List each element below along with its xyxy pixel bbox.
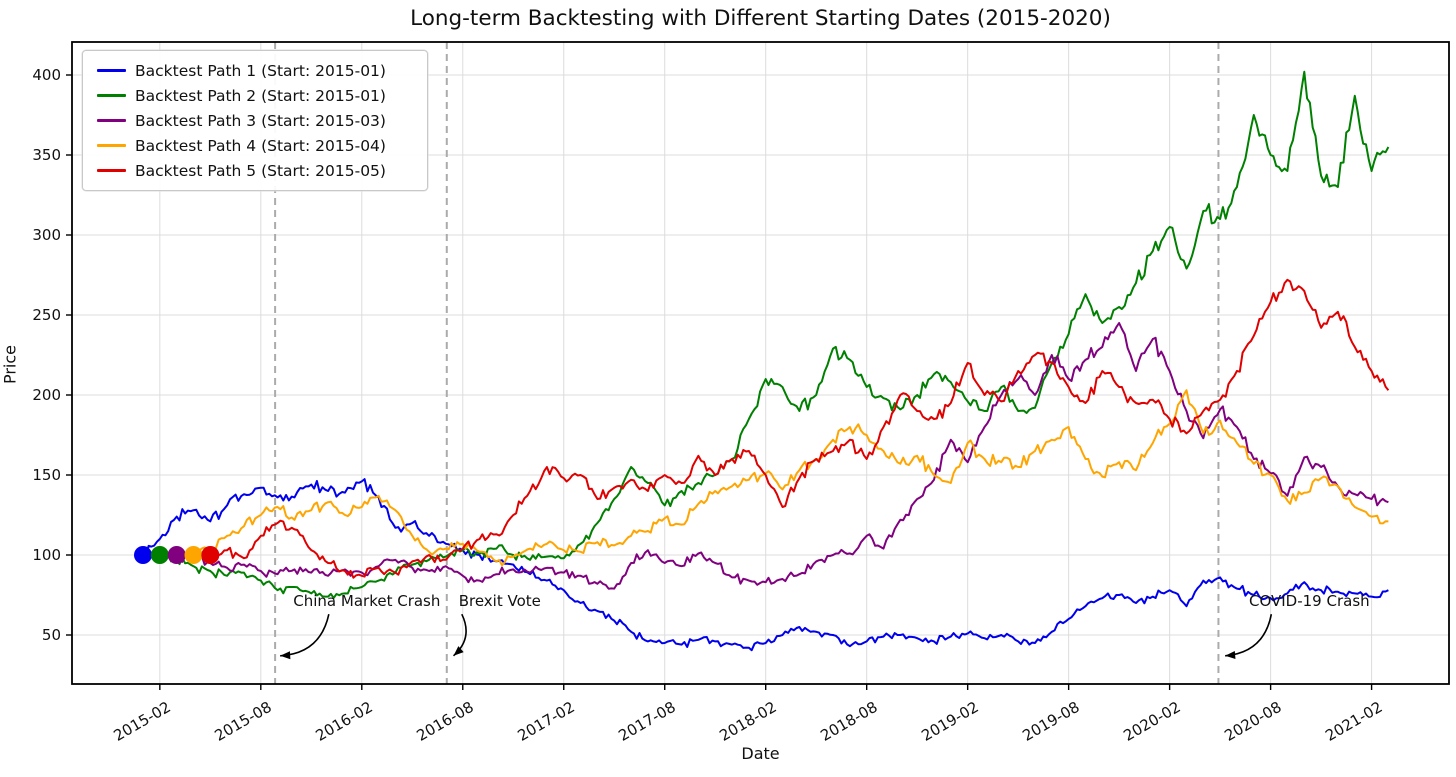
legend-item: Backtest Path 2 (Start: 2015-01) [91, 83, 417, 108]
y-tick-label: 50 [42, 626, 61, 644]
x-tick-label: 2020-08 [1221, 698, 1284, 745]
series-line [210, 278, 1390, 579]
series-line [176, 322, 1389, 590]
x-tick-label: 2019-02 [918, 698, 981, 745]
y-tick-label: 250 [32, 306, 61, 324]
legend-item: Backtest Path 5 (Start: 2015-05) [91, 158, 417, 183]
legend-line-swatch [97, 169, 126, 172]
y-tick-label: 350 [32, 146, 61, 164]
event-annotation: Brexit Vote [459, 592, 541, 610]
annotation-arrowhead [1225, 650, 1236, 659]
x-tick-label: 2017-08 [615, 698, 678, 745]
x-tick-label: 2015-08 [212, 698, 275, 745]
legend-line-swatch [97, 144, 126, 147]
series-line [192, 389, 1389, 567]
x-tick-label: 2021-02 [1322, 698, 1385, 745]
legend-label: Backtest Path 3 (Start: 2015-03) [135, 111, 386, 130]
legend-label: Backtest Path 1 (Start: 2015-01) [135, 61, 386, 80]
legend-label: Backtest Path 2 (Start: 2015-01) [135, 86, 386, 105]
y-tick-label: 300 [32, 226, 61, 244]
series-line [159, 70, 1390, 599]
start-marker [150, 546, 169, 564]
axes-frame [71, 41, 1450, 685]
legend-label: Backtest Path 4 (Start: 2015-04) [135, 136, 386, 155]
legend-label: Backtest Path 5 (Start: 2015-05) [135, 161, 386, 180]
event-annotation: COVID-19 Crash [1249, 592, 1370, 610]
chart-legend: Backtest Path 1 (Start: 2015-01) Backtest… [82, 50, 428, 191]
start-marker [184, 546, 203, 564]
event-annotation: China Market Crash [293, 592, 440, 610]
legend-line-swatch [97, 94, 126, 97]
legend-item: Backtest Path 3 (Start: 2015-03) [91, 108, 417, 133]
annotation-arrowhead [280, 651, 291, 660]
x-tick-label: 2015-02 [111, 698, 174, 745]
legend-line-swatch [97, 119, 126, 122]
annotation-arrowhead [453, 646, 464, 656]
start-marker [134, 546, 152, 564]
x-tick-label: 2016-02 [313, 698, 376, 745]
legend-line-swatch [97, 69, 126, 72]
legend-item: Backtest Path 4 (Start: 2015-04) [91, 133, 417, 158]
x-tick-label: 2019-08 [1019, 698, 1082, 745]
start-markers [134, 546, 220, 564]
x-tick-label: 2020-02 [1120, 698, 1183, 745]
x-tick-label: 2016-08 [413, 698, 476, 745]
y-tick-label: 100 [32, 546, 61, 564]
x-tick-label: 2018-08 [817, 698, 880, 745]
y-tick-label: 200 [32, 386, 61, 404]
y-tick-label: 400 [32, 66, 61, 84]
y-tick-label: 150 [32, 466, 61, 484]
series-lines [142, 70, 1390, 652]
start-marker [167, 546, 186, 564]
x-tick-label: 2017-02 [514, 698, 577, 745]
start-marker [201, 546, 220, 564]
x-tick-label: 2018-02 [716, 698, 779, 745]
legend-item: Backtest Path 1 (Start: 2015-01) [91, 58, 417, 83]
series-line [142, 478, 1389, 652]
chart-title: Long-term Backtesting with Different Sta… [410, 6, 1111, 31]
x-axis-label: Date [741, 744, 780, 763]
